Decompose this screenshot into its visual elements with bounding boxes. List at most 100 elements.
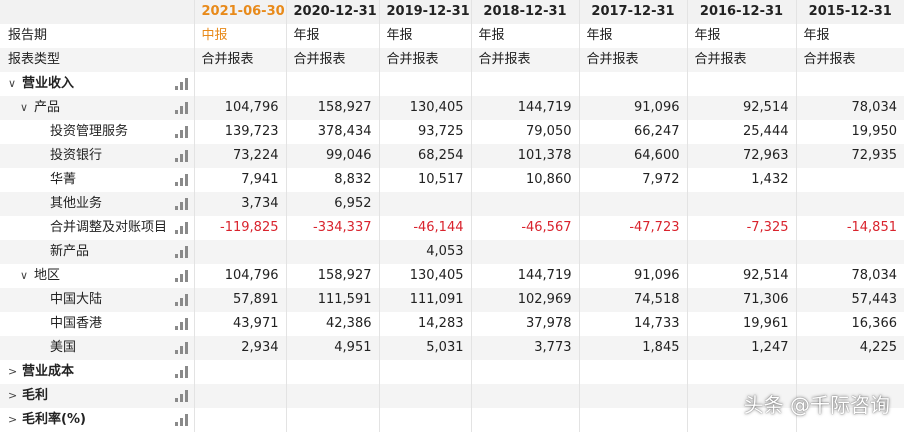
bar-chart-icon[interactable] xyxy=(174,78,188,90)
chevron-right-icon[interactable]: > xyxy=(8,413,18,426)
value-cell: 378,434 xyxy=(285,120,379,144)
value-cell xyxy=(470,240,579,264)
row-label-cell[interactable]: ∨ 产品 xyxy=(0,96,194,120)
chevron-right-icon[interactable]: > xyxy=(8,365,18,378)
value-cell xyxy=(193,384,286,408)
bar-chart-icon[interactable] xyxy=(174,414,188,426)
bar-chart-icon[interactable] xyxy=(174,222,188,234)
chevron-down-icon[interactable]: ∨ xyxy=(8,77,17,90)
row-label-cell: 投资银行 xyxy=(0,144,194,168)
row-label: 合并调整及对账项目 xyxy=(50,220,168,235)
bar-chart-icon[interactable] xyxy=(174,246,188,258)
row-label-cell: 中国香港 xyxy=(0,312,194,336)
value-cell xyxy=(578,192,687,216)
column-header[interactable]: 2016-12-31 xyxy=(686,0,796,24)
chevron-down-icon[interactable]: ∨ xyxy=(20,101,29,114)
bar-chart-icon[interactable] xyxy=(174,318,188,330)
row-label: 毛利 xyxy=(22,388,49,403)
chevron-down-icon[interactable]: ∨ xyxy=(20,269,29,282)
value-cell xyxy=(795,72,904,96)
value-cell xyxy=(686,192,796,216)
value-cell xyxy=(470,192,579,216)
column-header[interactable]: 2018-12-31 xyxy=(470,0,579,24)
bar-chart-icon[interactable] xyxy=(174,102,188,114)
header-label xyxy=(0,0,194,24)
row-label-cell: 其他业务 xyxy=(0,192,194,216)
column-header[interactable]: 2019-12-31 xyxy=(378,0,471,24)
header-row: 2021-06-30 2020-12-31 2019-12-31 2018-12… xyxy=(0,0,904,24)
value-cell xyxy=(378,192,471,216)
table-row: ∨ 地区 104,796 158,927 130,405 144,719 91,096 92,… xyxy=(0,264,904,288)
table-row: ∨ 营业收入 xyxy=(0,72,904,96)
value-cell: 78,034 xyxy=(795,96,904,120)
cell: 年报 xyxy=(578,24,687,48)
bar-chart-icon[interactable] xyxy=(174,342,188,354)
table-row: > 营业成本 xyxy=(0,360,904,384)
row-label-cell[interactable]: ∨ 营业收入 xyxy=(0,72,194,96)
value-cell: 91,096 xyxy=(578,264,687,288)
value-cell: 7,972 xyxy=(578,168,687,192)
cell: 中报 xyxy=(193,24,286,48)
table-row: ∨ 产品 104,796 158,927 130,405 144,719 91,096 92,… xyxy=(0,96,904,120)
cell: 年报 xyxy=(470,24,579,48)
row-label-cell[interactable]: > 毛利率(%) xyxy=(0,408,194,432)
value-cell xyxy=(578,72,687,96)
bar-chart-icon[interactable] xyxy=(174,294,188,306)
table-row: 投资银行 73,224 99,046 68,254 101,378 64,600 72,96… xyxy=(0,144,904,168)
table-row: > 毛利率(%) xyxy=(0,408,904,432)
row-label: 地区 xyxy=(34,268,61,283)
row-label-cell[interactable]: > 毛利 xyxy=(0,384,194,408)
row-label: 毛利率(%) xyxy=(22,412,86,427)
column-header[interactable]: 2020-12-31 xyxy=(285,0,379,24)
value-cell: 72,935 xyxy=(795,144,904,168)
row-label: 中国大陆 xyxy=(50,292,103,307)
bar-chart-icon[interactable] xyxy=(174,150,188,162)
value-cell xyxy=(686,72,796,96)
cell: 合并报表 xyxy=(470,48,579,72)
table-row: > 毛利 xyxy=(0,384,904,408)
value-cell xyxy=(578,240,687,264)
row-label-cell: 合并调整及对账项目 xyxy=(0,216,194,240)
bar-chart-icon[interactable] xyxy=(174,174,188,186)
value-cell: 57,443 xyxy=(795,288,904,312)
row-label-cell[interactable]: ∨ 地区 xyxy=(0,264,194,288)
cell: 合并报表 xyxy=(285,48,379,72)
cell: 年报 xyxy=(285,24,379,48)
chevron-right-icon[interactable]: > xyxy=(8,389,18,402)
column-header[interactable]: 2021-06-30 xyxy=(193,0,286,24)
column-header[interactable]: 2017-12-31 xyxy=(578,0,687,24)
row-label: 中国香港 xyxy=(50,316,103,331)
value-cell: 79,050 xyxy=(470,120,579,144)
value-cell: 102,969 xyxy=(470,288,579,312)
report-period-row: 报告期 中报 年报 年报 年报 年报 年报 年报 xyxy=(0,24,904,48)
bar-chart-icon[interactable] xyxy=(174,198,188,210)
bar-chart-icon[interactable] xyxy=(174,366,188,378)
value-cell: 74,518 xyxy=(578,288,687,312)
value-cell xyxy=(193,408,286,432)
value-cell xyxy=(470,384,579,408)
row-label-cell: 华菁 xyxy=(0,168,194,192)
value-cell: -334,337 xyxy=(285,216,379,240)
bar-chart-icon[interactable] xyxy=(174,126,188,138)
value-cell: 101,378 xyxy=(470,144,579,168)
value-cell: 16,366 xyxy=(795,312,904,336)
column-header[interactable]: 2015-12-31 xyxy=(795,0,904,24)
cell: 合并报表 xyxy=(686,48,796,72)
value-cell xyxy=(578,360,687,384)
table-row: 中国大陆 57,891 111,591 111,091 102,969 74,518 71,… xyxy=(0,288,904,312)
row-label-cell[interactable]: > 营业成本 xyxy=(0,360,194,384)
bar-chart-icon[interactable] xyxy=(174,270,188,282)
value-cell: 73,224 xyxy=(193,144,286,168)
row-label: 其他业务 xyxy=(50,196,103,211)
value-cell: 19,950 xyxy=(795,120,904,144)
value-cell: 1,845 xyxy=(578,336,687,360)
value-cell: -14,851 xyxy=(795,216,904,240)
value-cell: 68,254 xyxy=(378,144,471,168)
bar-chart-icon[interactable] xyxy=(174,390,188,402)
value-cell: 111,591 xyxy=(285,288,379,312)
value-cell: 7,941 xyxy=(193,168,286,192)
watermark: 头条 @千际咨询 xyxy=(743,393,890,417)
value-cell xyxy=(795,168,904,192)
table-row: 新产品 4,053 xyxy=(0,240,904,264)
